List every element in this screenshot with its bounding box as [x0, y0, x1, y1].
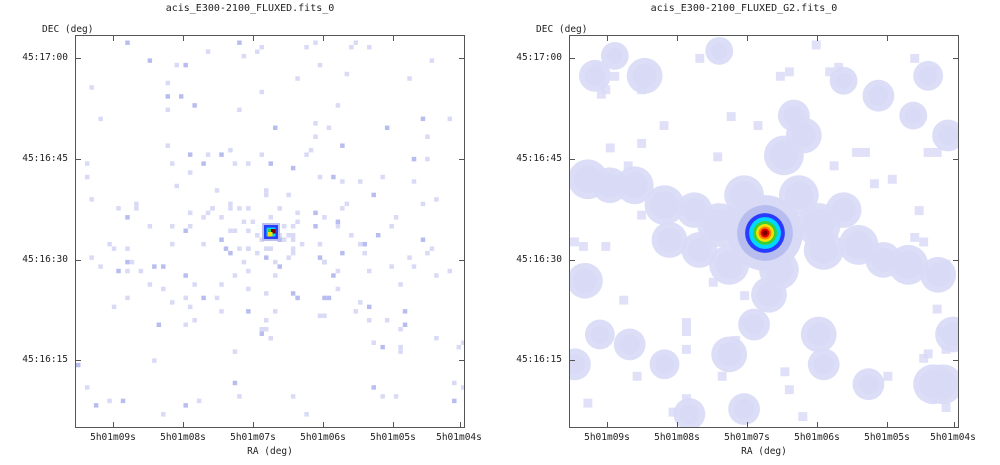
ra-tick-label: 5h01m08s: [654, 432, 700, 443]
smoothed-image: [570, 36, 958, 427]
tick-mark: [75, 58, 81, 59]
tick-mark: [887, 422, 888, 428]
raw-counts-image: [76, 40, 464, 417]
tick-mark: [323, 35, 324, 41]
tick-mark: [569, 159, 575, 160]
panel-title: acis_E300-2100_FLUXED.fits_0: [165, 3, 335, 14]
tick-mark: [569, 260, 575, 261]
dec-tick-label: 45:17:00: [22, 52, 68, 63]
dec-axis-label: DEC (deg): [42, 24, 94, 35]
tick-mark: [393, 422, 394, 428]
panel-title: acis_E300-2100_FLUXED_G2.fits_0: [650, 3, 838, 14]
tick-mark: [747, 422, 748, 428]
tick-mark: [953, 58, 959, 59]
tick-mark: [747, 35, 748, 41]
dec-tick-label: 45:16:30: [516, 254, 562, 265]
ra-axis-label: RA (deg): [741, 446, 787, 457]
tick-mark: [323, 422, 324, 428]
tick-mark: [953, 360, 959, 361]
image-plot-area[interactable]: [75, 35, 465, 428]
dec-tick-label: 45:16:45: [516, 153, 562, 164]
tick-mark: [817, 422, 818, 428]
ra-tick-label: 5h01m09s: [90, 432, 136, 443]
ra-tick-label: 5h01m05s: [370, 432, 416, 443]
ra-tick-label: 5h01m06s: [300, 432, 346, 443]
tick-mark: [817, 35, 818, 41]
tick-mark: [75, 159, 81, 160]
tick-mark: [460, 422, 461, 428]
image-plot-area[interactable]: [569, 35, 959, 428]
tick-mark: [953, 260, 959, 261]
tick-mark: [569, 360, 575, 361]
tick-mark: [75, 260, 81, 261]
dec-tick-label: 45:16:15: [22, 354, 68, 365]
dec-tick-label: 45:16:30: [22, 254, 68, 265]
ra-tick-label: 5h01m07s: [230, 432, 276, 443]
ra-tick-label: 5h01m07s: [724, 432, 770, 443]
tick-mark: [569, 58, 575, 59]
tick-mark: [183, 35, 184, 41]
ra-tick-label: 5h01m08s: [160, 432, 206, 443]
left-image-panel: acis_E300-2100_FLUXED.fits_0 DEC (deg) 4…: [22, 3, 482, 457]
ra-tick-label: 5h01m04s: [436, 432, 482, 443]
tick-mark: [183, 422, 184, 428]
dec-tick-label: 45:16:45: [22, 153, 68, 164]
tick-mark: [459, 260, 465, 261]
tick-mark: [459, 360, 465, 361]
tick-mark: [113, 422, 114, 428]
dec-tick-label: 45:16:15: [516, 354, 562, 365]
tick-mark: [953, 159, 959, 160]
tick-mark: [459, 58, 465, 59]
tick-mark: [459, 159, 465, 160]
tick-mark: [607, 422, 608, 428]
ra-tick-label: 5h01m04s: [930, 432, 976, 443]
dec-axis-label: DEC (deg): [536, 24, 588, 35]
ra-tick-label: 5h01m06s: [794, 432, 840, 443]
tick-mark: [677, 35, 678, 41]
dec-tick-label: 45:17:00: [516, 52, 562, 63]
tick-mark: [677, 422, 678, 428]
ra-tick-label: 5h01m05s: [864, 432, 910, 443]
ra-tick-label: 5h01m09s: [584, 432, 630, 443]
tick-mark: [393, 35, 394, 41]
tick-mark: [253, 422, 254, 428]
ra-axis-label: RA (deg): [247, 446, 293, 457]
tick-mark: [75, 360, 81, 361]
right-image-panel: acis_E300-2100_FLUXED_G2.fits_0 DEC (deg…: [494, 0, 994, 465]
tick-mark: [113, 35, 114, 41]
tick-mark: [954, 422, 955, 428]
tick-mark: [887, 35, 888, 41]
tick-mark: [253, 35, 254, 41]
tick-mark: [607, 35, 608, 41]
